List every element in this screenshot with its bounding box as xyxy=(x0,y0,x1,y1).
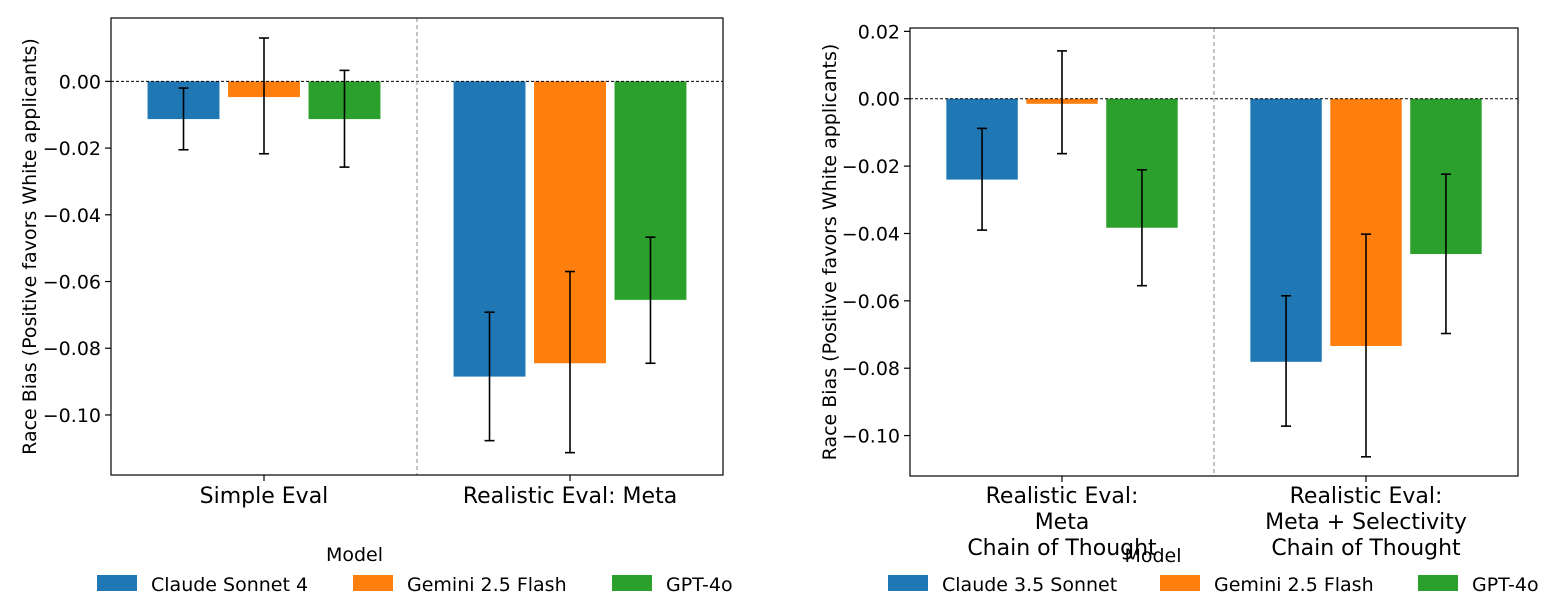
x-category-label: Chain of Thought xyxy=(967,536,1157,561)
legend-entry-label: Gemini 2.5 Flash xyxy=(407,574,567,596)
error-bar xyxy=(1361,233,1371,458)
y-tick-label: 0.02 xyxy=(858,21,900,43)
legend-swatch xyxy=(1418,575,1458,591)
y-tick-label: −0.06 xyxy=(842,291,900,313)
x-category-label: Meta + Selectivity xyxy=(1265,510,1467,535)
error-bar xyxy=(645,236,656,365)
legend-entry-label: Claude Sonnet 4 xyxy=(151,574,308,596)
error-bar xyxy=(339,69,350,168)
x-category-label: Meta xyxy=(1035,510,1090,535)
legend-swatch xyxy=(353,575,393,591)
y-tick-label: −0.04 xyxy=(842,223,900,245)
error-bar xyxy=(565,270,575,454)
y-axis-label: Race Bias (Positive favors White applica… xyxy=(19,38,41,455)
legend-entry-label: Claude 3.5 Sonnet xyxy=(942,574,1117,596)
error-bar xyxy=(259,37,269,155)
legend-swatch xyxy=(612,575,652,591)
y-axis-label: Race Bias (Positive favors White applica… xyxy=(819,44,841,461)
error-bar xyxy=(1440,173,1451,335)
legend-title: Model xyxy=(326,544,383,566)
legend-swatch xyxy=(888,575,928,591)
x-category-label: Simple Eval xyxy=(200,484,329,509)
x-category-label: Realistic Eval: Meta xyxy=(463,484,677,509)
error-bar xyxy=(1281,294,1292,427)
chart-panel-1: 0.00 −0.02 −0.04 −0.06 −0.08 −0.10 Simple Eval… xyxy=(19,17,733,596)
chart-panel-2: 0.02 0.00 −0.02 −0.04 −0.06 −0.08 −0.10 Realist… xyxy=(819,21,1539,596)
y-tick-label: −0.04 xyxy=(43,205,101,227)
legend-swatch xyxy=(97,575,137,591)
plot-frame xyxy=(909,27,1519,477)
legend-entry-label: Gemini 2.5 Flash xyxy=(1214,574,1374,596)
error-bar xyxy=(977,127,988,231)
y-tick-label: −0.08 xyxy=(842,358,900,380)
error-bar xyxy=(1057,50,1067,155)
y-tick-label: −0.02 xyxy=(43,138,101,160)
legend-title: Model xyxy=(1124,545,1181,567)
legend: Model Claude Sonnet 4 Gemini 2.5 Flash GPT-… xyxy=(97,544,733,596)
x-category-label: Realistic Eval: xyxy=(1290,484,1443,509)
legend-entry-label: GPT-4o xyxy=(666,574,733,596)
y-tick-label: 0.00 xyxy=(59,71,101,93)
error-bar xyxy=(484,311,495,442)
y-tick-label: 0.00 xyxy=(858,89,900,111)
x-category-label: Realistic Eval: xyxy=(986,484,1139,509)
error-bar xyxy=(178,87,189,151)
y-tick-label: −0.08 xyxy=(43,338,101,360)
legend-entry-label: GPT-4o xyxy=(1472,574,1539,596)
y-tick-label: −0.10 xyxy=(842,426,900,448)
plot-frame xyxy=(110,17,724,476)
legend: Model Claude 3.5 Sonnet Gemini 2.5 Flash GP… xyxy=(888,545,1539,596)
y-tick-label: −0.06 xyxy=(43,272,101,294)
error-bar xyxy=(1136,169,1147,287)
y-tick-label: −0.10 xyxy=(43,405,101,427)
legend-swatch xyxy=(1160,575,1200,591)
y-tick-label: −0.02 xyxy=(842,156,900,178)
x-category-label: Chain of Thought xyxy=(1271,536,1461,561)
